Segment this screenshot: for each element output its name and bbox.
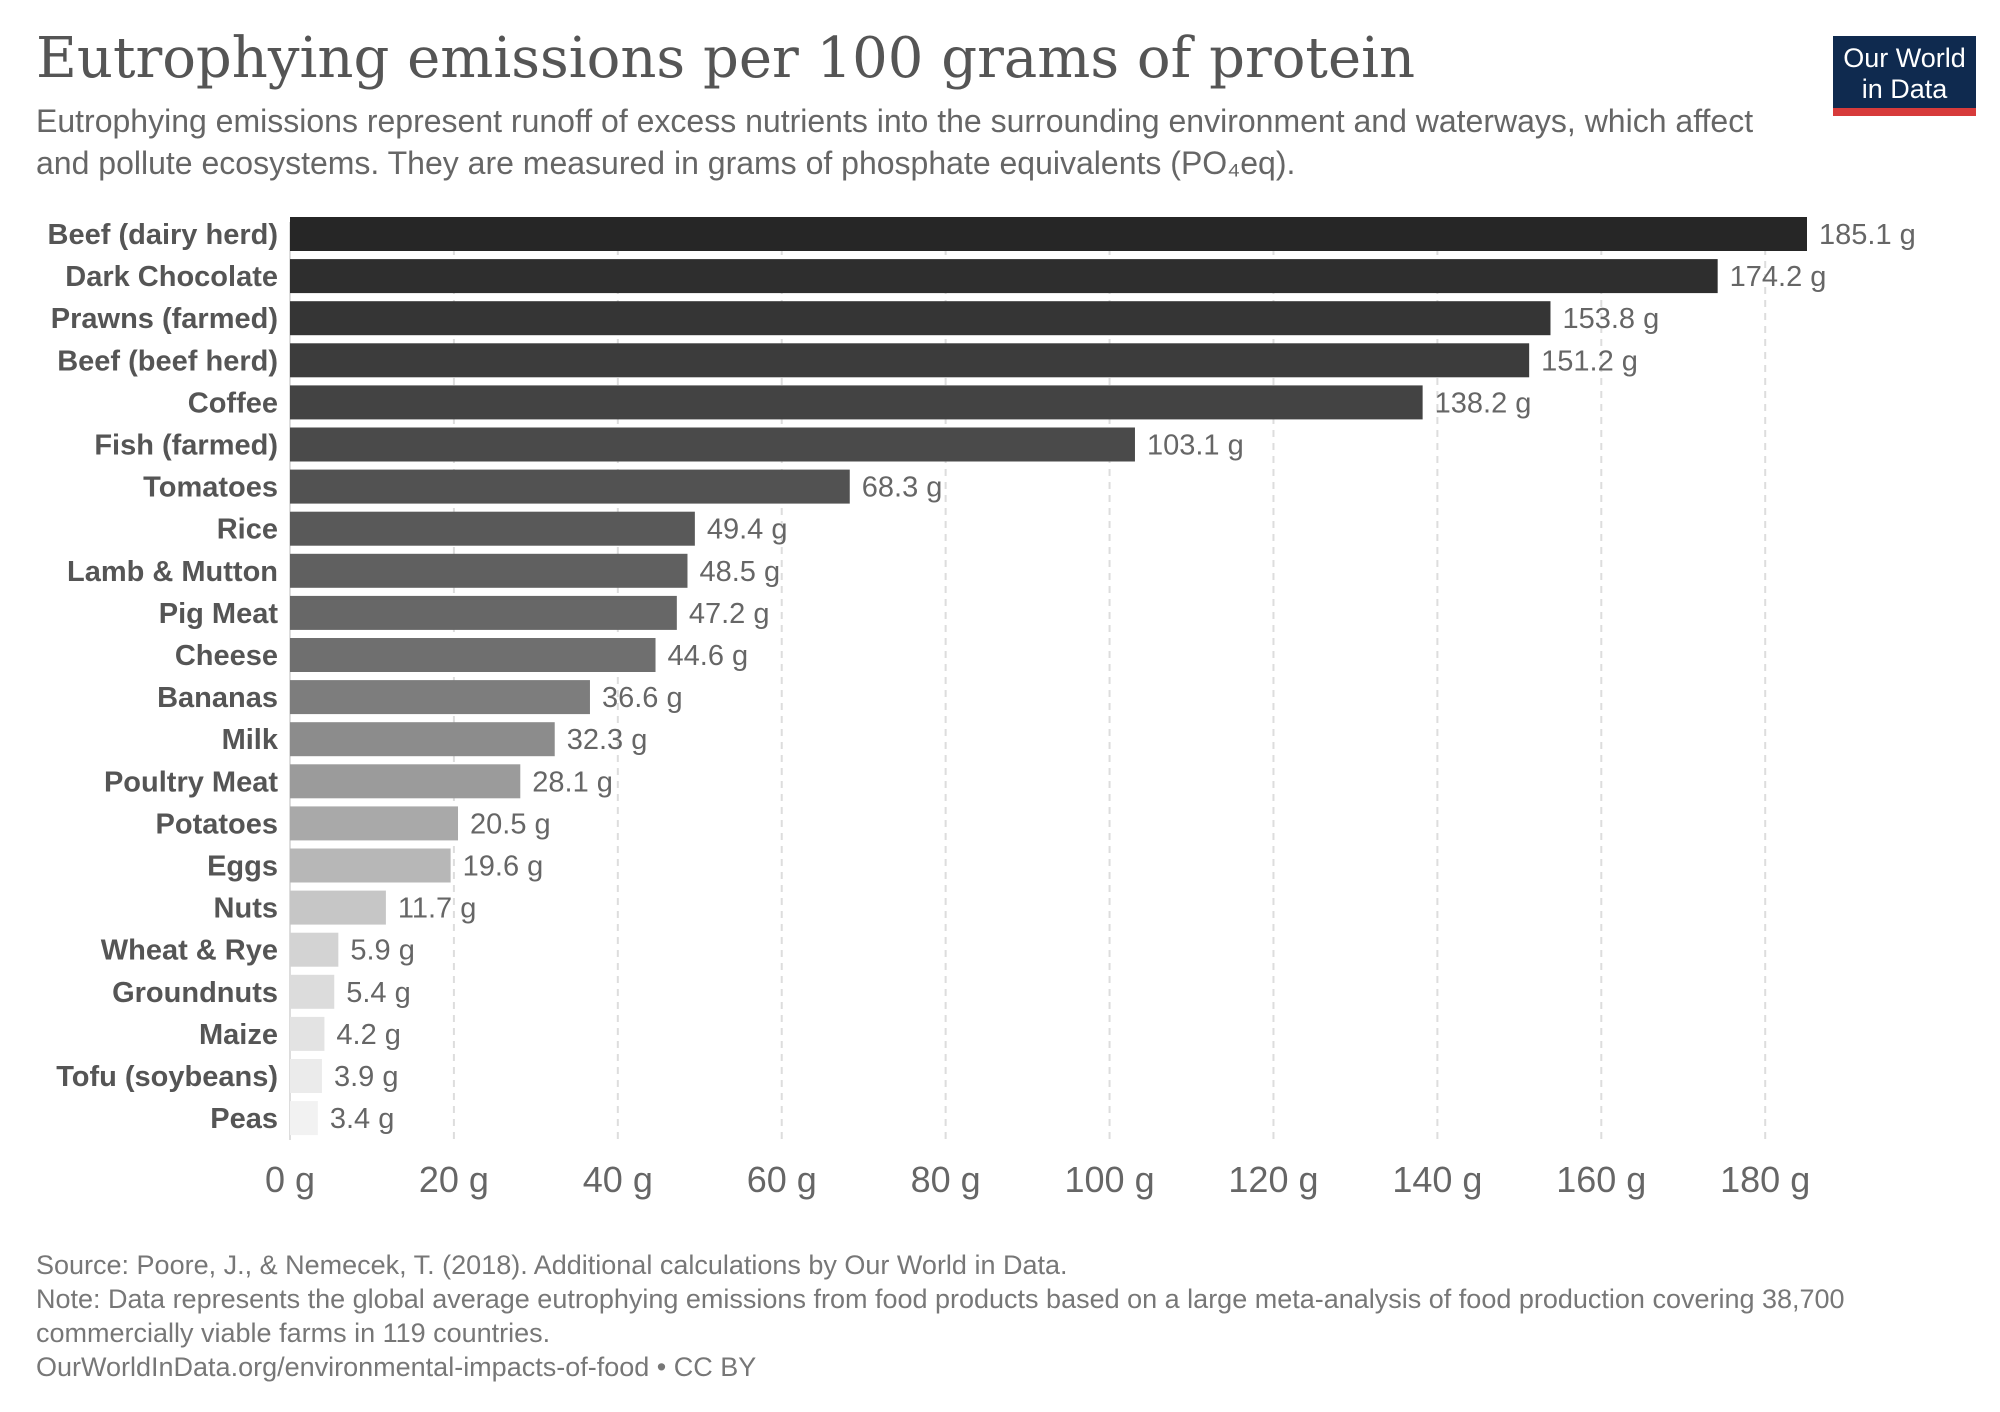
value-label: 3.9 g [334,1061,399,1093]
link-text[interactable]: OurWorldInData.org/environmental-impacts… [36,1352,757,1382]
x-tick-label: 160 g [1556,1159,1646,1200]
value-label: 151.2 g [1541,345,1638,377]
category-labels: Beef (dairy herd) Dark Chocolate Prawns (f… [48,219,279,1135]
source-text: Source: Poore, J., & Nemecek, T. (2018).… [36,1250,1068,1280]
note-text: Note: Data represents the global average… [36,1284,1845,1348]
value-label: 11.7 g [398,893,476,925]
x-tick-label: 140 g [1392,1159,1482,1200]
bar [290,932,339,967]
chart-footer: Source: Poore, J., & Nemecek, T. (2018).… [36,1248,1976,1384]
bar [290,722,555,757]
value-label: 19.6 g [463,851,544,883]
bar [290,553,688,588]
value-label: 36.6 g [602,682,683,714]
x-tick-label: 120 g [1228,1159,1318,1200]
bar [290,427,1135,462]
bars [290,217,1807,1136]
bar [290,469,850,504]
value-label: 68.3 g [862,472,943,504]
value-label: 185.1 g [1819,219,1916,251]
category-label: Beef (dairy herd) [48,219,278,251]
logo-line-2: in Data [1861,74,1948,104]
x-axis-ticks: 0 g 20 g 40 g 60 g 80 g 100 g 120 g 140 g 160 g 1… [265,1159,1810,1200]
chart-subtitle: Eutrophying emissions represent runoff o… [36,103,1754,181]
category-label: Eggs [207,851,278,883]
bar [290,974,335,1009]
category-label: Cheese [175,640,278,672]
category-label: Peas [210,1103,278,1135]
bar [290,848,451,883]
bar-chart: Beef (dairy herd) Dark Chocolate Prawns (f… [48,217,1916,1200]
category-label: Poultry Meat [104,766,278,798]
bar [290,890,386,925]
category-label: Potatoes [156,808,278,840]
category-label: Lamb & Mutton [67,556,278,588]
category-label: Tofu (soybeans) [56,1061,278,1093]
bar [290,1016,325,1051]
bar [290,638,656,672]
value-label: 28.1 g [532,766,613,798]
value-label: 3.4 g [330,1103,395,1135]
category-label: Prawns (farmed) [51,303,278,335]
category-label: Tomatoes [143,472,278,504]
value-label: 44.6 g [668,640,749,672]
category-label: Dark Chocolate [65,261,278,293]
category-label: Beef (beef herd) [57,345,278,377]
value-label: 174.2 g [1730,261,1827,293]
category-label: Rice [217,514,278,546]
x-tick-label: 20 g [419,1159,489,1200]
bar [290,385,1423,420]
bar [290,1101,318,1136]
category-label: Pig Meat [159,598,279,630]
value-label: 4.2 g [336,1019,401,1051]
value-label: 5.9 g [350,935,415,967]
category-label: Nuts [214,893,278,925]
category-label: Maize [199,1019,278,1051]
value-label: 48.5 g [699,556,780,588]
bar [290,217,1807,251]
bar [290,511,695,546]
bar [290,764,521,799]
x-tick-label: 80 g [911,1159,981,1200]
bar [290,343,1530,378]
value-label: 20.5 g [470,808,551,840]
bar [290,680,590,715]
value-labels: 185.1 g 174.2 g 153.8 g 151.2 g 138.2 g 103.1… [330,219,1916,1135]
logo-line-1: Our World [1843,43,1966,73]
category-label: Coffee [188,387,278,419]
value-label: 103.1 g [1147,430,1244,462]
x-tick-label: 40 g [583,1159,653,1200]
x-tick-label: 0 g [265,1159,315,1200]
category-label: Fish (farmed) [94,430,278,462]
x-tick-label: 180 g [1720,1159,1810,1200]
x-tick-label: 60 g [747,1159,817,1200]
bar [290,1059,322,1093]
category-label: Bananas [157,682,278,714]
category-label: Wheat & Rye [101,935,278,967]
value-label: 153.8 g [1562,303,1659,335]
category-label: Groundnuts [112,977,278,1009]
category-label: Milk [222,724,279,756]
bar [290,259,1718,294]
bar [290,301,1551,336]
value-label: 47.2 g [689,598,770,630]
bar [290,806,459,841]
bar [290,595,677,630]
value-label: 32.3 g [567,724,648,756]
chart-title: Eutrophying emissions per 100 grams of p… [36,26,1416,91]
value-label: 138.2 g [1435,387,1532,419]
x-tick-label: 100 g [1065,1159,1155,1200]
value-label: 49.4 g [707,514,788,546]
value-label: 5.4 g [346,977,411,1009]
owid-logo[interactable]: Our World in Data [1833,36,1976,116]
